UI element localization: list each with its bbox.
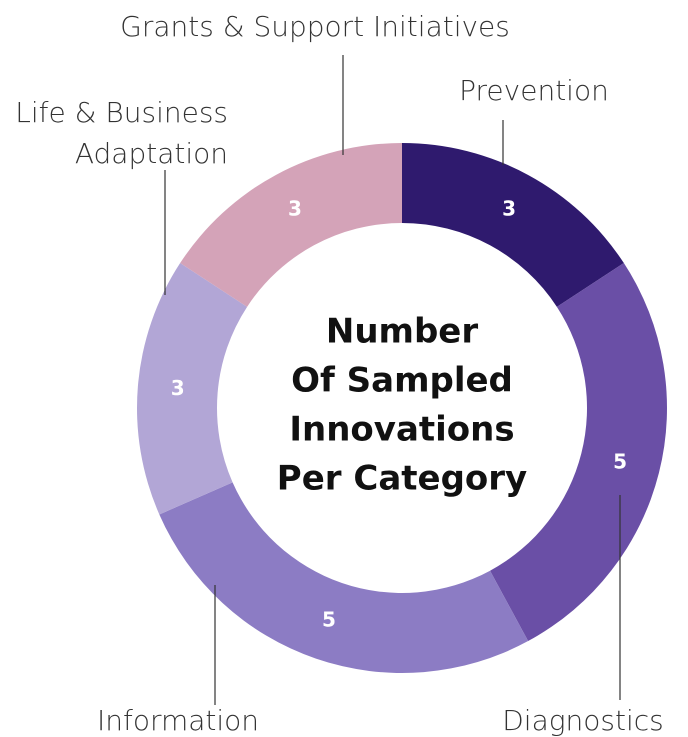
chart-title: Innovations	[289, 410, 514, 450]
donut-segment	[402, 143, 624, 307]
donut-segment	[159, 482, 529, 674]
category-label: Prevention	[459, 74, 609, 107]
category-label: Grants & Support Initiatives	[120, 10, 510, 43]
value-label: 5	[613, 450, 627, 474]
category-label: Diagnostics	[502, 704, 664, 737]
chart-title: Number	[326, 312, 478, 352]
chart-title: Per Category	[277, 459, 527, 499]
value-label: 3	[288, 197, 302, 221]
value-label: 3	[171, 376, 185, 400]
value-label: 3	[502, 197, 516, 221]
donut-segment	[137, 263, 248, 515]
value-label: 5	[322, 607, 336, 631]
chart-title: Of Sampled	[291, 361, 513, 401]
category-label: Information	[96, 704, 260, 737]
donut-segment	[490, 263, 667, 642]
category-label: Life & Business Adaptation	[15, 96, 228, 170]
donut-segment	[180, 143, 402, 307]
